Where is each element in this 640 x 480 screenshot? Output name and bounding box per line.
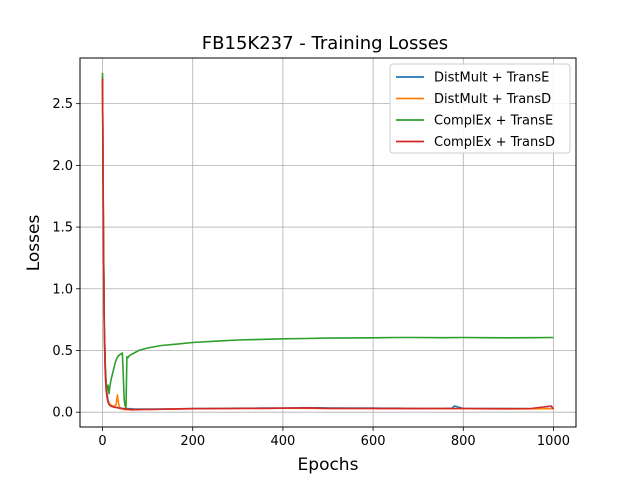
y-tick-label: 1.5 [52,221,73,236]
x-axis: 0 200 400 600 800 1000 [98,427,570,449]
series-line-4 [101,78,555,411]
y-tick-label: 1.0 [52,282,73,297]
x-tick-label: 800 [451,434,476,449]
x-tick-label: 200 [180,434,205,449]
legend-frame [389,63,571,154]
series-line-3 [101,72,554,409]
x-tick-label: 0 [98,434,106,449]
y-tick-label: 0.5 [52,344,73,359]
plot-frame [79,57,577,428]
legend: DistMult + TransE DistMult + TransD ComplE… [389,63,571,154]
x-axis-label: Epochs [298,455,359,475]
legend-label-2: DistMult + TransD [434,92,551,107]
x-tick-label: 1000 [537,434,570,449]
y-tick-label: 2.5 [52,97,73,112]
y-axis-label: Losses [24,215,44,272]
chart-title: FB15K237 - Training Losses [202,33,448,54]
x-tick-label: 400 [270,434,295,449]
legend-label-1: DistMult + TransE [434,71,549,86]
y-tick-label: 2.0 [52,159,73,174]
series-layer [101,72,555,411]
x-tick-label: 600 [361,434,386,449]
legend-label-3: ComplEx + TransE [434,114,553,129]
y-axis: 0.0 0.5 1.0 1.5 2.0 2.5 [52,97,80,421]
legend-label-4: ComplEx + TransD [434,135,555,150]
grid [80,58,576,427]
y-tick-label: 0.0 [52,406,73,421]
